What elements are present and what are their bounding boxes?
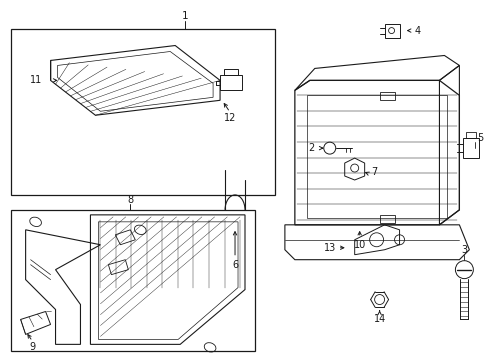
Text: 5: 5 (476, 133, 483, 143)
Text: 12: 12 (224, 113, 236, 123)
Text: 10: 10 (353, 240, 365, 250)
Text: 3: 3 (460, 245, 467, 255)
Text: 11: 11 (29, 75, 41, 85)
Text: 4: 4 (414, 26, 420, 36)
Text: 9: 9 (29, 342, 36, 352)
Text: 7: 7 (371, 167, 377, 177)
Text: 8: 8 (127, 195, 133, 205)
Text: 6: 6 (231, 260, 238, 270)
Text: 1: 1 (182, 11, 188, 21)
Text: 13: 13 (323, 243, 335, 253)
Text: 14: 14 (373, 314, 385, 324)
Text: 2: 2 (308, 143, 314, 153)
